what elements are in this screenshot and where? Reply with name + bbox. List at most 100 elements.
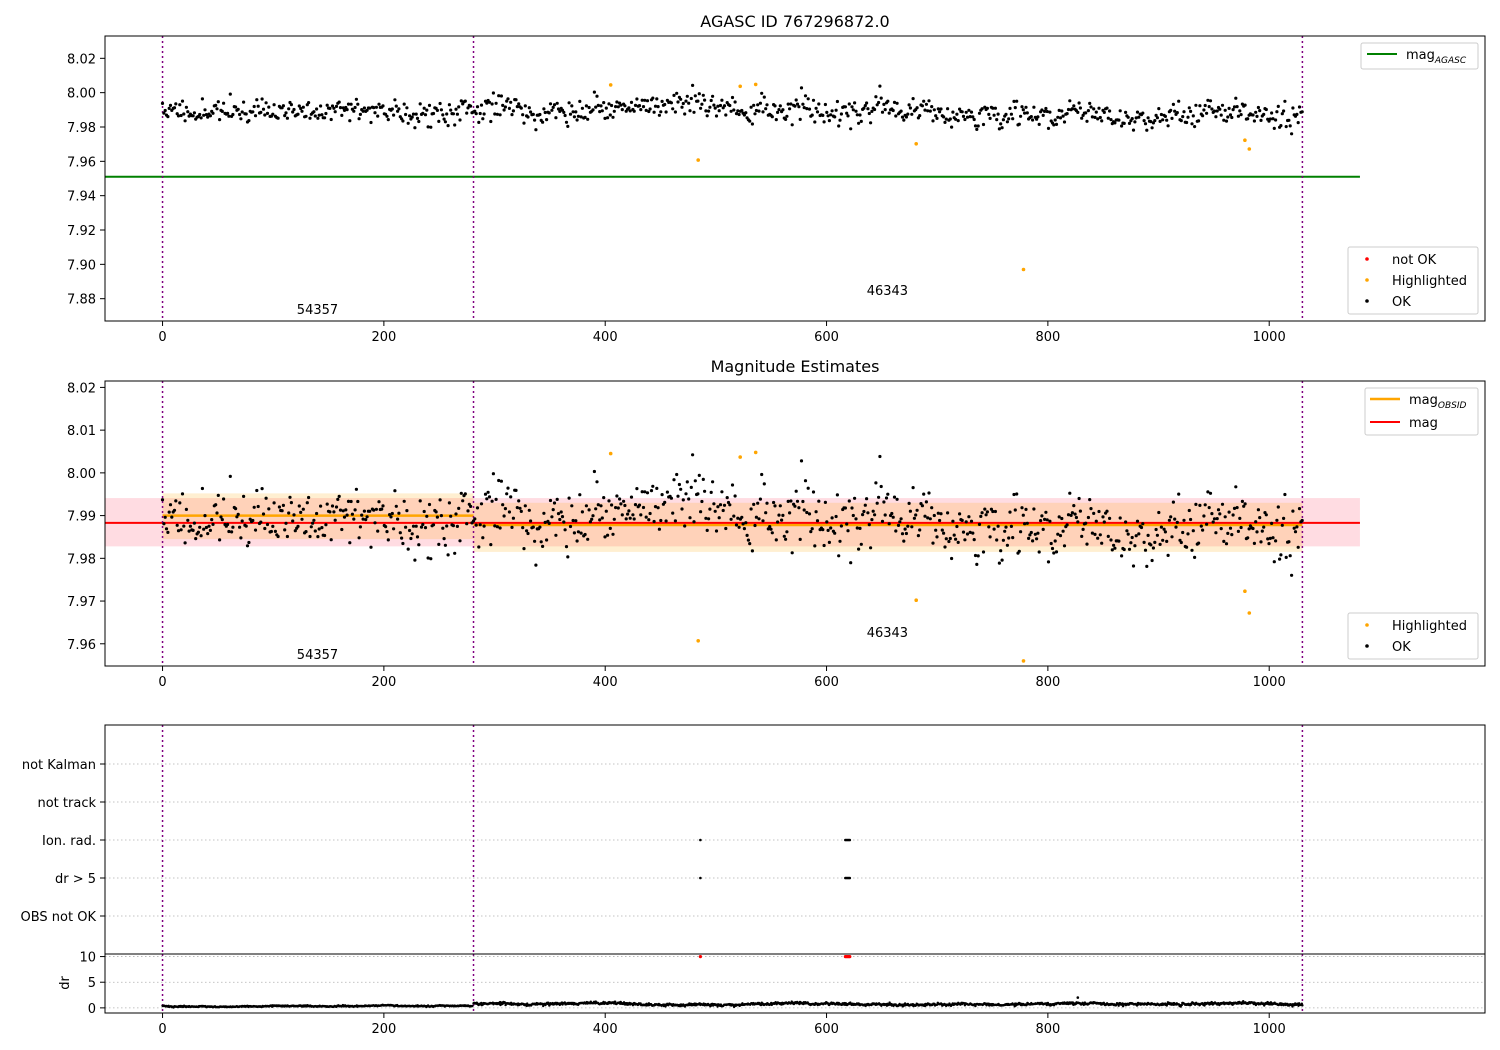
data-point-ok [846,114,850,118]
data-point-ok [1165,539,1169,544]
data-point-ok [1045,109,1049,114]
data-point-ok [564,545,569,549]
data-point-ok [699,106,703,110]
data-point-ok [935,116,939,120]
data-point-ok [1043,109,1047,113]
data-point-ok [655,486,659,490]
data-point-ok [1288,124,1292,128]
data-point-ok [333,110,337,114]
data-point-ok [255,98,259,102]
data-point-ok [758,497,763,501]
data-point-ok [946,511,950,515]
data-point-ok [877,495,881,499]
data-point-ok [1090,531,1094,535]
data-point-ok [216,100,220,104]
data-point-ok [402,499,406,503]
data-point-ok [951,110,955,114]
data-point-ok [527,106,531,110]
data-point-ok [1065,112,1069,116]
data-point-ok [672,478,676,482]
data-point-ok [891,108,895,113]
data-point-ok [297,504,301,508]
data-point-ok [578,493,582,497]
data-point-ok [1098,533,1102,537]
data-point-ok [780,518,784,522]
data-point-ok [760,472,764,477]
data-point-ok [647,518,651,522]
data-point-ok [993,106,998,110]
data-point-ok [732,514,736,518]
data-point-ok [417,543,421,547]
data-point-ok [1143,122,1148,126]
data-point-ok [281,503,285,507]
data-point-ok [756,103,760,107]
y-tick-label: 7.96 [67,638,96,653]
data-point-ok [446,553,450,557]
data-point-ok [313,529,317,533]
data-point-ok [458,118,462,122]
data-point-ok [592,90,597,94]
data-point-ok [332,510,336,514]
data-point-ok [1023,522,1027,526]
data-point-ok [576,530,581,534]
data-point-ok [619,103,623,107]
data-point-ok [369,120,373,125]
data-point-ok [1197,119,1201,123]
data-point-ok [264,101,268,105]
data-point-ok [1122,121,1126,125]
data-point-ok [1173,109,1177,113]
data-point-ok [867,111,871,116]
data-point-ok [437,542,441,547]
x-tick-label: 600 [814,1022,839,1037]
data-point-ok [740,108,744,113]
data-point-ok [401,119,405,123]
y-tick-label: 8.00 [67,467,96,482]
data-point-ok [487,100,492,104]
data-point-ok [679,97,683,101]
data-point-ok [393,98,397,102]
data-point-ok [445,112,449,116]
data-point-ok [691,453,695,457]
data-point-ok [865,101,869,105]
data-point-ok [672,93,676,97]
data-point-ok [386,118,390,122]
data-point-ok [485,497,489,501]
data-point-ok [1218,512,1222,516]
data-point-ok [834,108,838,112]
data-point-ok [1234,485,1238,489]
data-point-ok [1126,115,1130,119]
data-point-ok [1005,120,1010,124]
data-point-ok [449,108,453,112]
data-point-ok [777,513,781,517]
data-point-ok [443,543,447,547]
data-point-ok [1223,108,1227,112]
data-point-ok [1293,530,1298,534]
data-point-ok [244,524,248,528]
data-point-ok [550,515,554,519]
data-point-ok [469,104,473,108]
data-point-ok [1135,519,1140,523]
data-point-ok [681,101,685,106]
data-point-ok [1186,532,1190,536]
data-point-ok [1290,573,1294,577]
data-point-ok [976,554,980,558]
data-point-ok [879,96,883,100]
data-point-ok [1126,532,1130,536]
data-point-ok [231,112,235,117]
data-point-ok [699,510,703,514]
data-point-ok [839,524,844,528]
data-point-ok [802,106,806,110]
data-point-ok [373,521,377,525]
data-point-ok [904,115,909,119]
data-point-ok [1012,492,1016,497]
data-point-ok [1235,506,1239,510]
data-point-ok [689,485,693,489]
data-point-ok [764,107,768,111]
data-point-ok [316,116,320,120]
data-point-ok [417,119,421,124]
x-tick-label: 200 [371,1022,396,1037]
data-point-ok [1108,109,1112,113]
data-point-ok [797,506,801,510]
data-point-ok [1239,525,1243,530]
data-point-ok [1019,114,1023,118]
